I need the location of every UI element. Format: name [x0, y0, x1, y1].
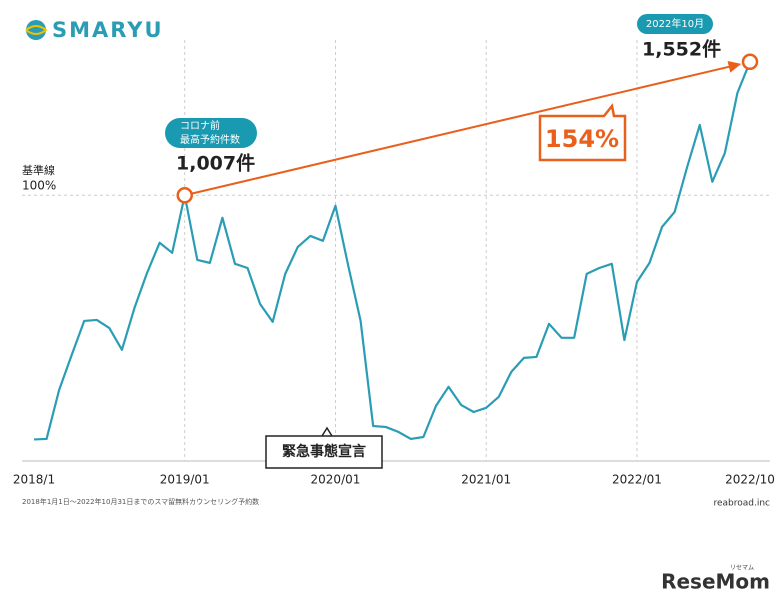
source: reabroad.inc — [713, 499, 770, 509]
logo-text: SMARYU — [52, 18, 164, 42]
pill-text: 最高予約件数 — [180, 133, 240, 146]
annotation-value: 1,552件 — [642, 38, 721, 61]
x-tick-label: 2022/10 — [725, 473, 775, 487]
x-tick-label: 2021/01 — [461, 473, 511, 487]
pill-text: 2022年10月 — [646, 17, 704, 30]
pill — [165, 118, 257, 148]
growth-arrow — [184, 65, 732, 197]
watermark-kana: リセマム — [730, 565, 754, 572]
x-tick-label: 2020/01 — [311, 473, 361, 487]
emergency-box — [265, 426, 383, 469]
data-line — [33, 61, 752, 441]
reference-label: 100% — [22, 179, 56, 193]
watermark: ReseMom — [661, 570, 770, 594]
x-tick-label: 2019/01 — [160, 473, 210, 487]
growth-box — [538, 103, 627, 162]
x-tick-label: 2022/01 — [612, 473, 662, 487]
pill-text: コロナ前 — [180, 119, 220, 132]
x-tick-label: 2018/1 — [13, 473, 55, 487]
growth-label: 154% — [545, 125, 619, 153]
logo-icon-ring — [25, 25, 48, 35]
reference-title: 基準線 — [22, 163, 55, 177]
growth-arrow-head — [727, 60, 742, 73]
highlight-point — [176, 187, 193, 204]
emergency-label: 緊急事態宣言 — [282, 443, 366, 460]
plot: 2018/1 2019/01 2020/01 2021/01 2022/01 2022/1… — [13, 40, 775, 487]
highlight-point — [741, 53, 759, 71]
logo: SMARYU — [25, 18, 164, 42]
annotation-value: 1,007件 — [176, 152, 255, 175]
logo-icon — [26, 20, 46, 40]
footnote: 2018年1月1日～2022年10月31日までのスマ留無料カウンセリング予約数 — [22, 497, 259, 506]
pill — [637, 14, 713, 34]
